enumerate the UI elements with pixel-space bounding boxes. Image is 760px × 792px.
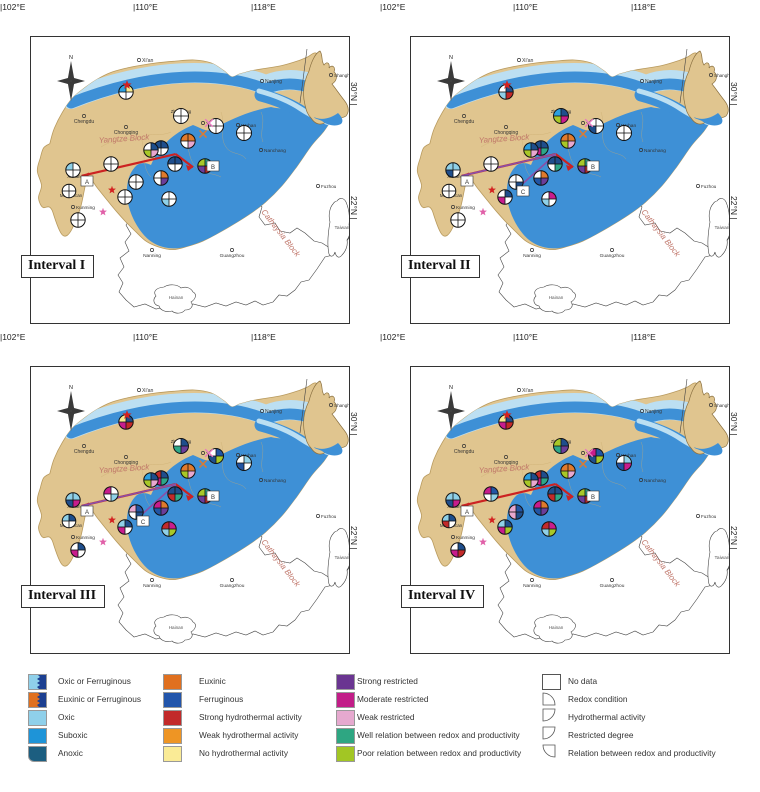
svg-text:Nanning: Nanning [143,253,161,259]
svg-text:Taiwan: Taiwan [715,225,729,231]
svg-text:Nanning: Nanning [523,253,541,259]
svg-text:Nanchang: Nanchang [644,478,666,484]
svg-text:Xi'an: Xi'an [142,388,153,394]
svg-text:Hainan: Hainan [549,625,564,630]
svg-text:Nanchang: Nanchang [264,478,286,484]
svg-text:Shanghai: Shanghai [714,73,729,78]
svg-text:Nanchang: Nanchang [644,148,666,154]
svg-text:Kunming: Kunming [76,535,95,541]
svg-text:Xi'an: Xi'an [522,58,533,64]
svg-text:B: B [211,495,215,501]
svg-text:Xi'an: Xi'an [142,58,153,64]
svg-text:N: N [449,385,453,391]
svg-text:Chongqing: Chongqing [114,130,138,136]
svg-text:Hainan: Hainan [549,295,564,300]
svg-text:Hainan: Hainan [169,625,184,630]
svg-text:Taiwan: Taiwan [715,555,729,561]
svg-text:Kunming: Kunming [456,205,475,211]
svg-text:Chongqing: Chongqing [494,130,518,136]
svg-text:Guangzhou: Guangzhou [220,583,245,589]
svg-text:C: C [141,520,146,526]
svg-text:N: N [449,55,453,61]
svg-text:Chongqing: Chongqing [494,460,518,466]
svg-text:Nanjing: Nanjing [645,79,662,85]
svg-text:Fuzhou: Fuzhou [321,514,337,519]
svg-text:B: B [591,165,595,171]
svg-text:Chengdu: Chengdu [454,119,475,125]
svg-text:Kunming: Kunming [76,205,95,211]
svg-text:Shanghai: Shanghai [334,403,349,408]
svg-text:Nanjing: Nanjing [265,79,282,85]
svg-text:Chengdu: Chengdu [74,119,95,125]
svg-text:Kunming: Kunming [456,535,475,541]
svg-text:A: A [85,180,89,186]
svg-text:B: B [591,495,595,501]
svg-text:A: A [465,180,469,186]
svg-text:Nanjing: Nanjing [265,409,282,415]
svg-text:Taiwan: Taiwan [335,555,349,561]
svg-text:A: A [85,510,89,516]
svg-text:Fuzhou: Fuzhou [701,514,717,519]
svg-text:Chengdu: Chengdu [74,449,95,455]
svg-text:Shanghai: Shanghai [334,73,349,78]
svg-text:Xi'an: Xi'an [522,388,533,394]
svg-text:Guangzhou: Guangzhou [600,583,625,589]
svg-text:Guangzhou: Guangzhou [600,253,625,259]
svg-text:A: A [465,510,469,516]
svg-text:Nanning: Nanning [523,583,541,589]
svg-text:Hainan: Hainan [169,295,184,300]
svg-text:Fuzhou: Fuzhou [701,184,717,189]
svg-text:N: N [69,55,73,61]
svg-text:Fuzhou: Fuzhou [321,184,337,189]
svg-text:Chengdu: Chengdu [454,449,475,455]
svg-text:Nanjing: Nanjing [645,409,662,415]
svg-text:Taiwan: Taiwan [335,225,349,231]
svg-text:Chongqing: Chongqing [114,460,138,466]
svg-text:Nanning: Nanning [143,583,161,589]
svg-text:B: B [211,165,215,171]
svg-text:Guangzhou: Guangzhou [220,253,245,259]
svg-text:N: N [69,385,73,391]
svg-text:C: C [521,190,526,196]
svg-text:Shanghai: Shanghai [714,403,729,408]
svg-text:Nanchang: Nanchang [264,148,286,154]
